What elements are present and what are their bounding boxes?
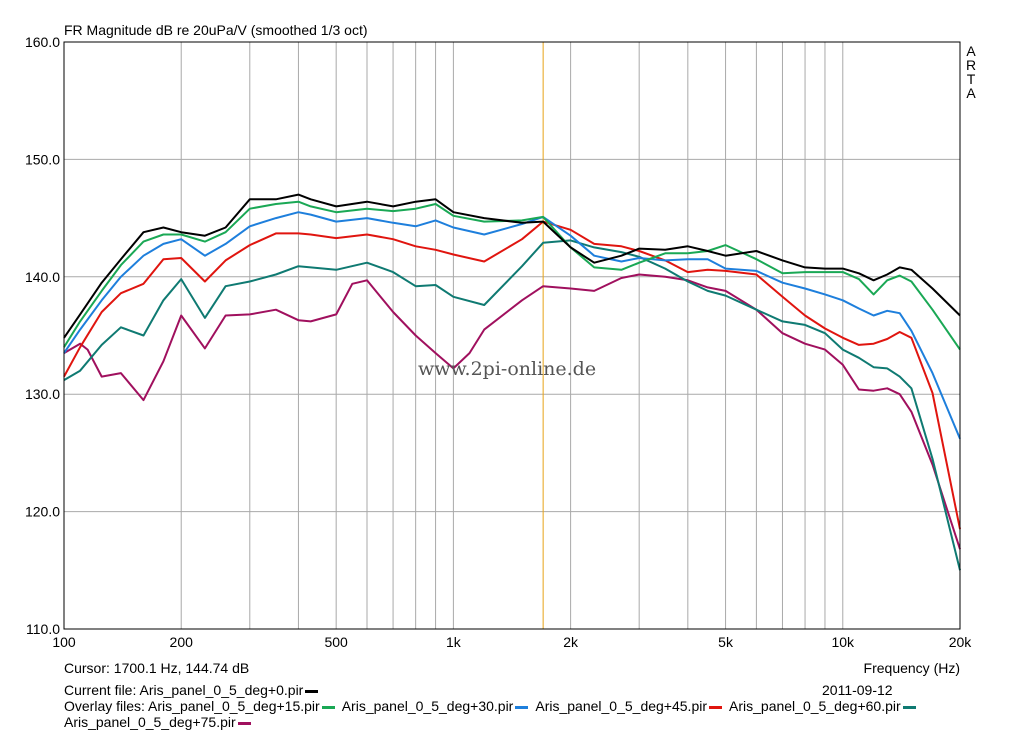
arta-letter: T (966, 71, 976, 87)
current-file: Current file: Aris_panel_0_5_deg+0.pir (64, 682, 319, 698)
y-tick-label: 160.0 (25, 34, 60, 50)
plot-frame (63, 41, 961, 630)
legend-item: Aris_panel_0_5_deg+75.pir (64, 714, 251, 730)
legend-name: Aris_panel_0_5_deg+75.pir (64, 714, 236, 730)
series-line (63, 211, 961, 440)
legend-name: Aris_panel_0_5_deg+45.pir (535, 698, 707, 714)
x-tick-label: 10k (831, 634, 855, 650)
x-tick-label: 200 (170, 634, 194, 650)
cursor-readout: Cursor: 1700.1 Hz, 144.74 dB (64, 660, 249, 676)
x-tick-label: 100 (52, 634, 76, 650)
watermark: www.2pi-online.de (418, 358, 597, 380)
legend-item: Aris_panel_0_5_deg+30.pir (342, 698, 529, 714)
y-tick-label: 120.0 (25, 504, 60, 520)
y-tick-label: 110.0 (26, 621, 60, 637)
legend-name: Aris_panel_0_5_deg+15.pir (148, 698, 320, 714)
series-line (63, 239, 961, 571)
series-line (63, 273, 961, 550)
legend-swatch-75 (237, 721, 251, 725)
y-tick-label: 130.0 (25, 386, 60, 402)
x-tick-label: 5k (718, 634, 734, 650)
cursor-label: Cursor: (64, 660, 110, 676)
legend-item: Aris_panel_0_5_deg+60.pir (729, 698, 916, 714)
arta-letter: R (965, 57, 977, 73)
current-file-name: Aris_panel_0_5_deg+0.pir (139, 682, 304, 698)
overlay-label: Overlay files: (64, 698, 145, 714)
legend-swatch-45 (709, 705, 722, 709)
legend-item: Aris_panel_0_5_deg+45.pir (535, 698, 722, 714)
legend-name: Aris_panel_0_5_deg+30.pir (341, 698, 514, 714)
legend-swatch-30 (515, 705, 529, 709)
measurement-date: 2011-09-12 (822, 682, 893, 698)
x-tick-label: 20k (949, 634, 973, 650)
x-tick-labels: 100 200 500 1k 2k 5k 10k 20k (52, 634, 972, 650)
legend-name: Aris_panel_0_5_deg+60.pir (729, 698, 901, 714)
arta-brand: A R T A (965, 44, 977, 100)
y-tick-labels: 160.0 150.0 140.0 130.0 120.0 110.0 (25, 34, 60, 637)
grid-lines (64, 42, 960, 629)
series-line (63, 220, 961, 530)
x-axis-label: Frequency (Hz) (863, 660, 960, 676)
x-tick-label: 1k (446, 634, 462, 650)
cursor-value: 1700.1 Hz, 144.74 dB (113, 660, 250, 676)
arta-letter: A (966, 85, 976, 101)
series-line (63, 200, 961, 351)
current-file-label: Current file: (64, 682, 137, 698)
x-tick-label: 500 (324, 634, 348, 650)
legend-swatch-15 (321, 705, 335, 709)
overlay-files: Overlay files: Aris_panel_0_5_deg+15.pir… (64, 698, 964, 730)
legend-swatch-0 (305, 689, 319, 693)
arta-letter: A (966, 43, 976, 59)
series-line (63, 193, 961, 339)
legend-swatch-60 (902, 705, 916, 709)
series-lines (63, 193, 961, 571)
x-tick-label: 2k (563, 634, 579, 650)
y-tick-label: 150.0 (25, 151, 60, 167)
chart-title: FR Magnitude dB re 20uPa/V (smoothed 1/3… (64, 22, 368, 38)
legend-item: Aris_panel_0_5_deg+15.pir (148, 698, 335, 714)
y-tick-label: 140.0 (25, 269, 60, 285)
